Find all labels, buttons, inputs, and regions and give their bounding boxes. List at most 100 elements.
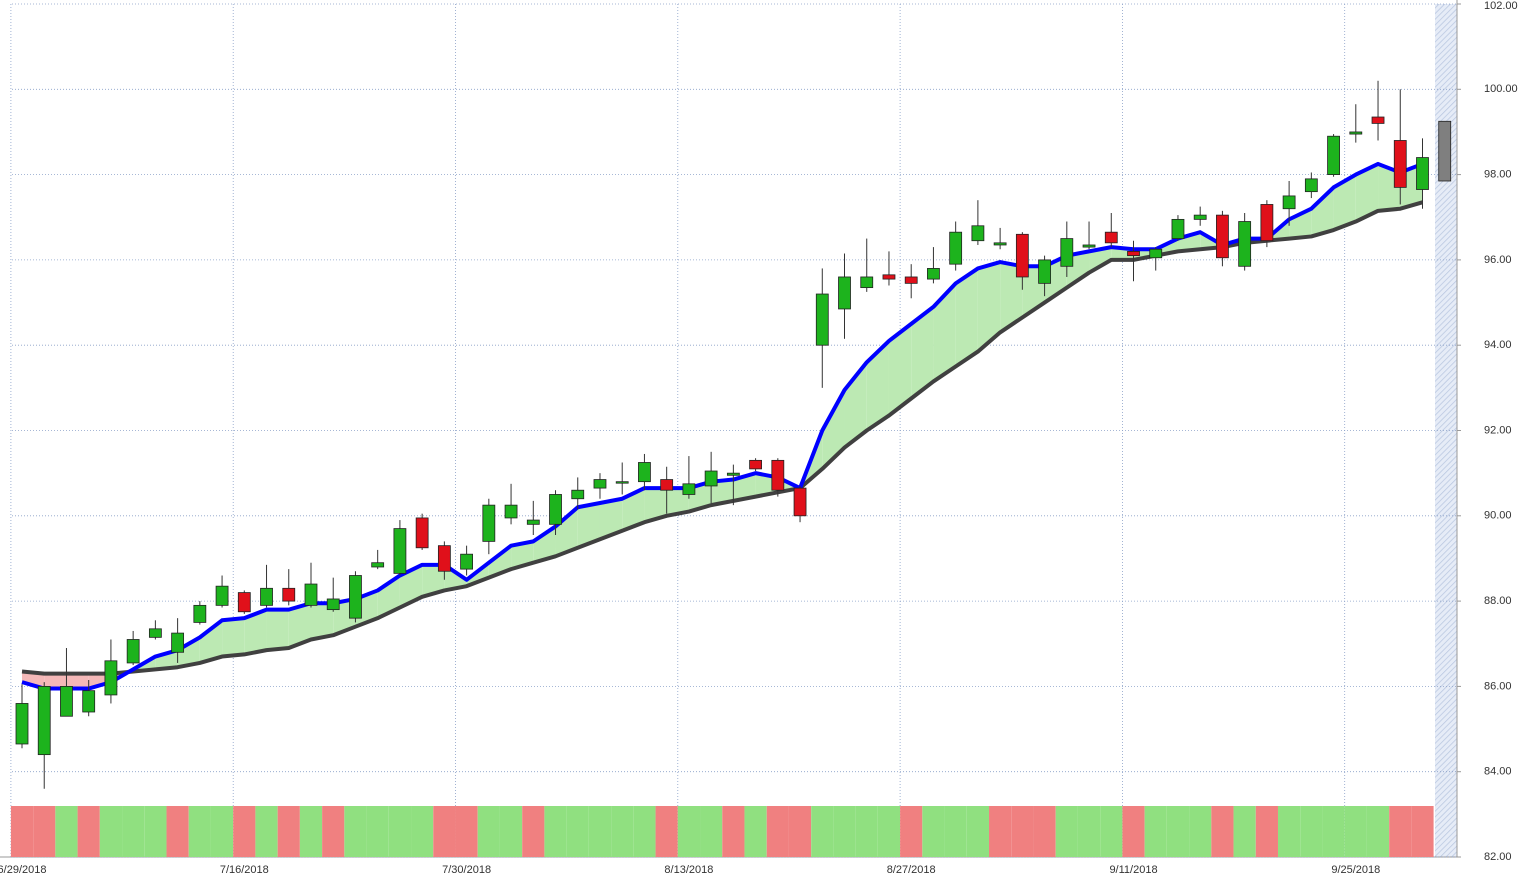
candle-body [1260, 204, 1274, 242]
signal-bar [455, 806, 478, 857]
y-tick-label: 82.00 [1484, 851, 1512, 863]
x-tick-label: 7/30/2018 [442, 864, 491, 876]
candle-body [1349, 131, 1363, 135]
y-tick-label: 94.00 [1484, 339, 1512, 351]
ma-fill [1089, 247, 1112, 273]
candle-body [126, 639, 140, 664]
signal-bar [366, 806, 389, 857]
candle-body [1393, 140, 1407, 188]
signal-bar [1255, 806, 1278, 857]
candle-body [482, 504, 496, 542]
ma-fill [577, 503, 600, 548]
signal-bar [122, 806, 145, 857]
candle-body [282, 587, 296, 602]
signal-bar [322, 806, 345, 857]
ma-fill [1311, 187, 1334, 237]
signal-bar [1077, 806, 1101, 857]
signal-bar [1344, 806, 1367, 857]
candle-body [504, 504, 518, 519]
grid [10, 3, 1457, 858]
candle-body [704, 470, 718, 487]
candle-body [1438, 120, 1452, 182]
candle-body [1193, 214, 1207, 220]
signal-bar [1411, 806, 1434, 857]
candle-body [815, 293, 829, 346]
x-tick-label: 6/29/2018 [0, 864, 46, 876]
signal-bar [1233, 806, 1256, 857]
ma-fill [733, 473, 756, 501]
signal-bar [677, 806, 700, 857]
ma-line [21, 200, 1424, 676]
ma-fill [1333, 174, 1356, 231]
x-tick-label: 7/16/2018 [220, 864, 269, 876]
candle-body [460, 553, 474, 570]
candle-body [882, 274, 896, 280]
signal-bar [788, 806, 812, 857]
candle-body [171, 632, 185, 653]
y-tick-label: 86.00 [1484, 680, 1512, 692]
candle-body [771, 459, 785, 491]
candle-body [526, 519, 540, 525]
signal-bar [388, 806, 412, 857]
signal-bar [722, 806, 745, 857]
ma-fill [1289, 208, 1312, 239]
candle-body [593, 479, 607, 489]
signal-bar [1033, 806, 1056, 857]
y-tick-label: 84.00 [1484, 766, 1512, 778]
signal-bar [499, 806, 523, 857]
ma-fill [288, 603, 311, 649]
signal-bar [922, 806, 945, 857]
candle-body [1127, 250, 1140, 257]
signal-bar [655, 806, 678, 857]
ma-fill [555, 507, 578, 557]
candle-body [993, 242, 1007, 246]
ma-fill [911, 306, 934, 399]
ma-fill [866, 340, 889, 431]
ma-fill [22, 671, 45, 689]
signal-bar [233, 806, 256, 857]
candle-body [1038, 259, 1051, 284]
ma-fill [533, 526, 556, 563]
y-tick-label: 88.00 [1484, 595, 1512, 607]
signal-bar [210, 806, 234, 857]
signal-bar [944, 806, 967, 857]
signal-bar [77, 806, 100, 857]
y-tick-label: 90.00 [1484, 510, 1512, 522]
candle-body [1238, 221, 1252, 267]
signal-bar [1189, 806, 1212, 857]
y-tick-label: 96.00 [1484, 254, 1512, 266]
signal-bar [1122, 806, 1145, 857]
ma-fill [644, 488, 667, 523]
signal-bar [544, 806, 567, 857]
candle-body [193, 604, 207, 623]
candle-body [393, 528, 407, 574]
ma-fill [511, 541, 534, 570]
ma-fill [66, 673, 89, 689]
y-tick-label: 102.00 [1484, 0, 1518, 12]
signal-bar [188, 806, 211, 857]
y-tick-label: 92.00 [1484, 424, 1512, 436]
signal-bar [299, 806, 323, 857]
signal-bar [744, 806, 767, 857]
signal-bar [566, 806, 589, 857]
candle-body [682, 483, 696, 495]
candle-body [437, 545, 451, 572]
candle-body [1327, 135, 1340, 175]
candle-body [1082, 244, 1096, 248]
signal-bar [766, 806, 789, 857]
y-tick-label: 98.00 [1484, 169, 1512, 181]
candle-body [415, 517, 429, 549]
ma-line [21, 161, 1424, 691]
candle-body [1104, 231, 1118, 244]
candle-body [349, 575, 362, 619]
ma-fill [244, 609, 267, 655]
candle-body [949, 231, 963, 265]
ma-fill [1355, 163, 1379, 222]
ma-fill [199, 620, 223, 663]
candles [15, 80, 1452, 789]
candle-body [104, 660, 118, 696]
signal-bar [1100, 806, 1123, 857]
signal-bar [1300, 806, 1323, 857]
signal-bar [1389, 806, 1412, 857]
